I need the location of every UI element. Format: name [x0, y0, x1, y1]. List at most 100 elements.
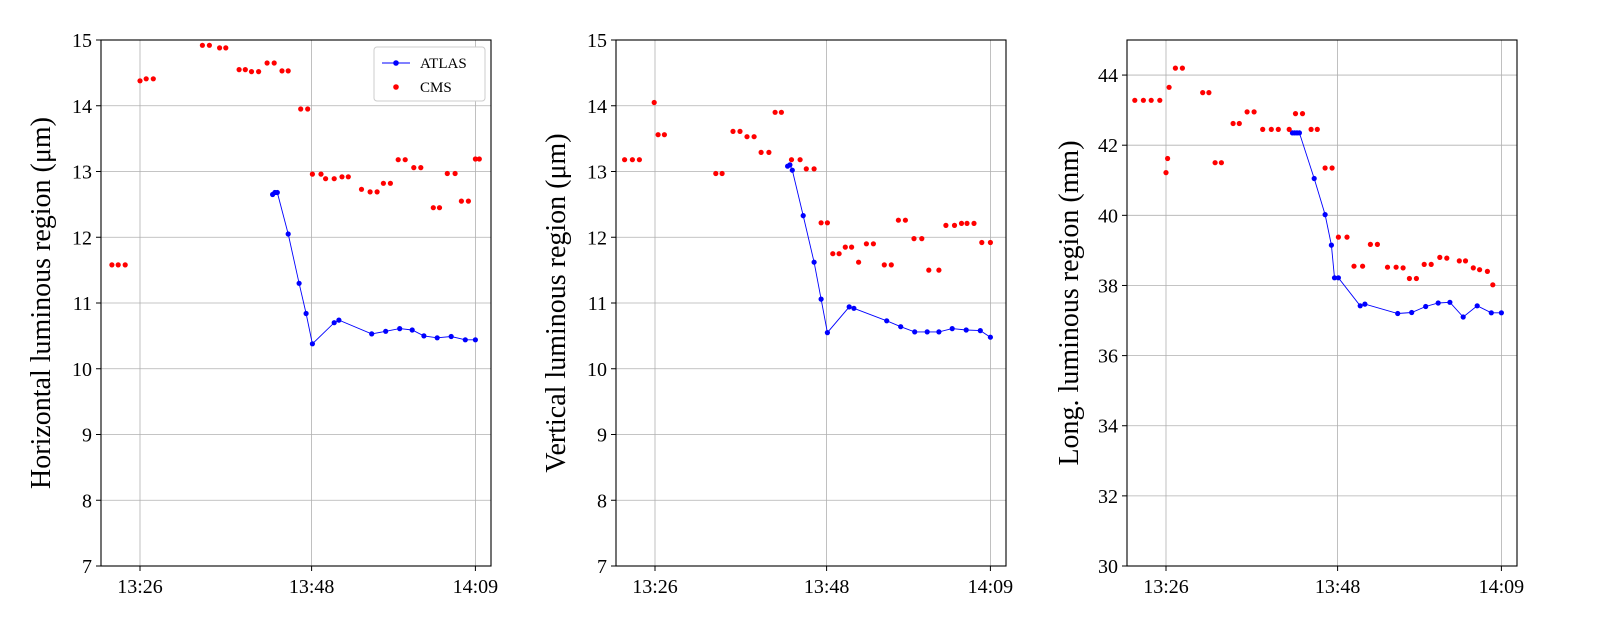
data-point-cms — [395, 157, 401, 163]
data-point-cms — [1477, 267, 1483, 273]
x-tick-label: 14:09 — [968, 576, 1014, 598]
data-point-cms — [797, 157, 803, 163]
legend-box — [373, 46, 486, 102]
data-point-cms — [122, 262, 128, 268]
data-point-cms — [1157, 97, 1163, 103]
data-point-atlas — [977, 328, 983, 334]
data-point-cms — [476, 156, 482, 162]
series-line-atlas — [1292, 132, 1502, 318]
series-line-atlas — [272, 192, 476, 345]
y-tick-label: 8 — [597, 490, 607, 512]
data-point-cms — [713, 170, 719, 177]
data-point-atlas — [963, 327, 969, 333]
data-point-cms — [458, 198, 464, 204]
y-tick-label: 40 — [1098, 205, 1118, 227]
x-tick-label: 14:09 — [453, 576, 499, 598]
y-tick-label: 14 — [587, 96, 607, 118]
data-point-cms — [1360, 263, 1366, 269]
data-point-cms — [1384, 264, 1391, 270]
data-point-cms — [1413, 275, 1419, 282]
data-point-cms — [1244, 109, 1250, 115]
series-cms — [109, 42, 482, 268]
data-point-cms — [788, 157, 795, 163]
data-point-atlas — [1423, 303, 1429, 310]
data-point-cms — [1393, 264, 1399, 270]
data-point-atlas — [303, 310, 309, 317]
data-point-cms — [279, 68, 285, 74]
data-point-cms — [256, 69, 262, 75]
data-point-cms — [1212, 160, 1218, 166]
data-point-cms — [331, 176, 337, 182]
data-point-cms — [264, 60, 270, 66]
data-point-cms — [1335, 234, 1341, 240]
data-point-cms — [1351, 263, 1357, 269]
data-point-atlas — [811, 259, 817, 265]
data-point-atlas — [818, 296, 824, 302]
data-point-atlas — [421, 333, 427, 339]
legend-label-cms: CMS — [420, 80, 452, 96]
data-point-cms — [951, 222, 958, 228]
y-tick-label: 13 — [587, 162, 607, 184]
data-point-atlas — [787, 162, 793, 168]
data-point-cms — [1275, 126, 1281, 132]
data-point-cms — [1165, 155, 1171, 162]
data-point-cms — [345, 174, 351, 180]
data-point-cms — [1462, 258, 1469, 264]
data-point-atlas — [331, 320, 337, 326]
data-point-cms — [629, 157, 636, 163]
data-point-cms — [305, 106, 311, 112]
data-point-atlas — [789, 167, 795, 173]
data-point-cms — [411, 165, 417, 171]
data-point-cms — [380, 180, 386, 186]
data-point-cms — [339, 174, 345, 180]
data-point-cms — [919, 236, 925, 242]
data-point-cms — [1179, 65, 1185, 71]
data-point-atlas — [1498, 310, 1504, 316]
data-point-cms — [926, 267, 932, 273]
y-tick-label: 13 — [72, 162, 92, 184]
x-tick-label: 13:26 — [1143, 576, 1189, 598]
data-point-cms — [737, 128, 743, 134]
data-point-cms — [895, 217, 902, 223]
data-point-atlas — [936, 329, 942, 335]
y-axis-label: Vertical luminous region (μm) — [541, 133, 572, 472]
data-point-atlas — [1409, 309, 1415, 316]
y-tick-label: 30 — [1098, 556, 1118, 578]
data-point-cms — [1230, 120, 1236, 127]
data-point-cms — [1292, 111, 1299, 117]
data-point-atlas — [336, 317, 342, 323]
data-point-atlas — [434, 335, 440, 341]
data-point-cms — [143, 76, 149, 82]
data-point-atlas — [1460, 314, 1466, 320]
legend-label-atlas: ATLAS — [420, 56, 467, 72]
y-tick-label: 42 — [1098, 135, 1118, 157]
data-point-cms — [1444, 255, 1450, 261]
x-tick-label: 13:26 — [632, 576, 678, 598]
data-point-atlas — [1311, 175, 1317, 182]
x-tick-label: 13:48 — [804, 576, 850, 598]
data-point-atlas — [1322, 212, 1328, 218]
data-point-cms — [1314, 126, 1320, 132]
data-point-atlas — [1435, 300, 1441, 306]
data-point-atlas — [851, 305, 857, 311]
data-point-cms — [206, 42, 212, 48]
y-tick-label: 12 — [587, 227, 607, 249]
data-point-cms — [987, 239, 994, 246]
data-point-atlas — [924, 329, 930, 335]
y-axis-label: Long. luminous region (mm) — [1054, 140, 1085, 465]
y-tick-label: 9 — [597, 425, 607, 447]
data-point-cms — [1421, 261, 1427, 267]
data-point-cms — [661, 132, 668, 138]
data-point-cms — [472, 156, 478, 162]
data-point-atlas — [884, 318, 890, 324]
data-point-atlas — [898, 324, 904, 330]
data-point-atlas — [1395, 310, 1401, 317]
data-point-atlas — [800, 213, 806, 219]
data-point-atlas — [383, 328, 389, 334]
data-point-cms — [1470, 265, 1476, 271]
data-point-cms — [1329, 165, 1335, 171]
data-point-atlas — [397, 326, 403, 332]
y-tick-label: 15 — [72, 30, 92, 52]
data-point-cms — [1172, 65, 1178, 71]
data-point-cms — [1268, 126, 1274, 132]
